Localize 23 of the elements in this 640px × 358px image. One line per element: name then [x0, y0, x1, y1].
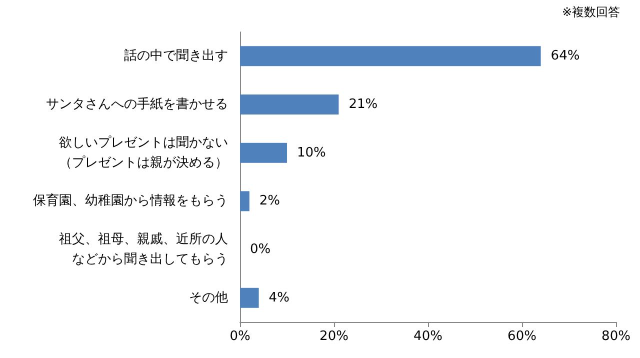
data-label: 4%	[268, 290, 290, 306]
y-tick-label: サンタさんへの手紙を書かせる	[46, 97, 228, 112]
x-tick-label: 0%	[230, 329, 250, 344]
data-label: 10%	[297, 145, 326, 160]
bar	[240, 288, 259, 308]
text: ※複数回答	[562, 5, 620, 19]
y-tick-label: 保育園、幼稚園から情報をもらう	[33, 192, 228, 209]
bar	[240, 46, 541, 66]
data-label: 2%	[259, 194, 280, 209]
y-tick-label: 話の中で聞き出す	[124, 48, 228, 64]
data-label: 0%	[250, 242, 271, 257]
bar	[240, 94, 339, 114]
bar	[240, 191, 250, 212]
x-tick-label: 40%	[414, 329, 442, 344]
data-label: 21%	[348, 97, 378, 112]
y-tick-label: 欲しいプレゼントは聞かない（プレゼントは親が決める）	[59, 135, 228, 170]
x-tick-label: 80%	[602, 329, 630, 344]
y-tick-label: その他	[189, 290, 228, 306]
data-label: 64%	[550, 48, 580, 64]
bar	[240, 142, 287, 163]
x-tick-label: 20%	[320, 329, 348, 344]
y-tick-label: 祖父、祖母、親戚、近所の人などから聞き出してもらう	[59, 232, 228, 267]
x-tick-label: 60%	[508, 329, 536, 344]
